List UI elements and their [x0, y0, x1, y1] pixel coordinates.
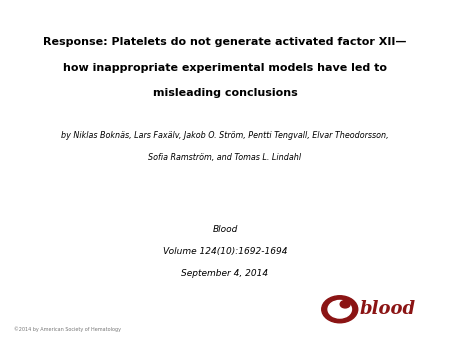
Text: ©2014 by American Society of Hematology: ©2014 by American Society of Hematology: [14, 326, 121, 332]
Circle shape: [328, 300, 351, 318]
Text: September 4, 2014: September 4, 2014: [181, 269, 269, 278]
Text: Sofia Ramström, and Tomas L. Lindahl: Sofia Ramström, and Tomas L. Lindahl: [148, 153, 302, 162]
Circle shape: [322, 296, 358, 323]
Text: Volume 124(10):1692-1694: Volume 124(10):1692-1694: [163, 247, 287, 256]
Text: blood: blood: [360, 300, 416, 318]
Text: by Niklas Boknäs, Lars Faxälv, Jakob O. Ström, Pentti Tengvall, Elvar Theodorsso: by Niklas Boknäs, Lars Faxälv, Jakob O. …: [61, 131, 389, 140]
Text: Response: Platelets do not generate activated factor XII—: Response: Platelets do not generate acti…: [43, 37, 407, 47]
Text: how inappropriate experimental models have led to: how inappropriate experimental models ha…: [63, 63, 387, 73]
Text: misleading conclusions: misleading conclusions: [153, 88, 297, 98]
Text: Blood: Blood: [212, 225, 238, 234]
Circle shape: [340, 300, 350, 308]
